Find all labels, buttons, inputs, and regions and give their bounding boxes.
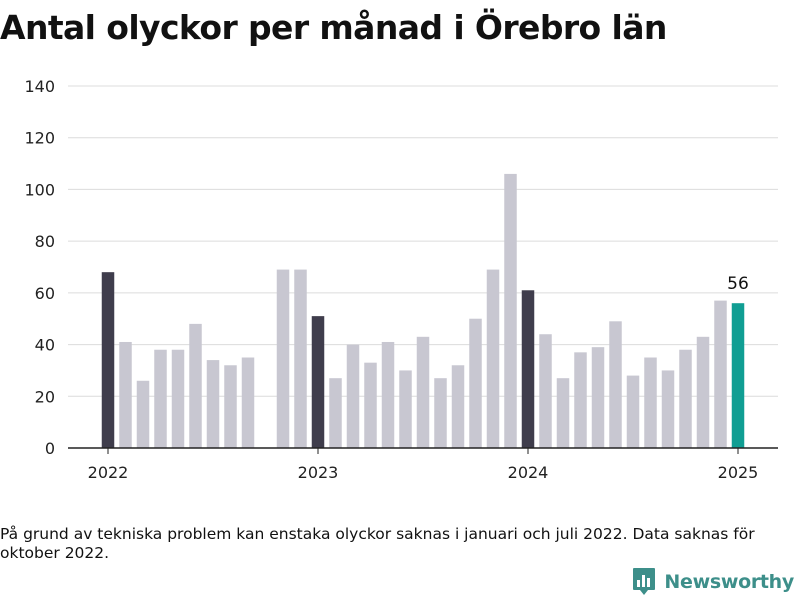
latest-value-label: 56 xyxy=(727,274,749,294)
bar-2024-11 xyxy=(696,336,710,448)
y-tick-label: 40 xyxy=(35,336,55,355)
bar-2023-03 xyxy=(346,344,360,448)
x-tick-label: 2025 xyxy=(718,463,759,482)
bar-chart: 0 20 40 60 80 100 120 140 2022 2023 2024 2025 56 xyxy=(24,77,778,482)
bar-2023-05 xyxy=(381,341,395,448)
x-tick-label: 2024 xyxy=(508,463,549,482)
bar-2024-07 xyxy=(626,375,640,448)
bar-2024-08 xyxy=(644,357,657,448)
data-labels: 56 xyxy=(727,274,749,294)
bar-2022-05 xyxy=(171,349,185,448)
chart-title: Antal olyckor per månad i Örebro län xyxy=(0,8,667,47)
bar-2024-02 xyxy=(539,334,552,448)
bar-2025-01 xyxy=(731,303,745,448)
x-tick-label: 2023 xyxy=(298,463,339,482)
bar-2022-11 xyxy=(276,269,290,448)
bar-2023-07 xyxy=(416,336,430,448)
bar-chart-logo-icon xyxy=(633,568,656,595)
bar-2023-08 xyxy=(434,378,447,448)
y-axis-tick-labels: 0 20 40 60 80 100 120 140 xyxy=(24,77,55,458)
bar-2023-06 xyxy=(399,370,412,448)
bar-2024-03 xyxy=(556,378,570,448)
y-tick-label: 20 xyxy=(35,387,55,406)
bar-2024-09 xyxy=(661,370,675,448)
bar-2023-09 xyxy=(451,365,465,448)
bar-2022-09 xyxy=(241,357,255,448)
brand-name: Newsworthy xyxy=(664,571,794,593)
bar-2023-10 xyxy=(469,318,482,448)
bar-2024-04 xyxy=(574,352,587,448)
bar-2022-01 xyxy=(101,272,115,448)
bar-2023-01 xyxy=(311,316,325,448)
newsworthy-logo: Newsworthy xyxy=(632,567,794,597)
bar-2023-12 xyxy=(504,173,517,448)
bar-2024-10 xyxy=(679,349,692,448)
bar-2022-04 xyxy=(154,349,167,448)
bars xyxy=(101,173,745,448)
y-tick-label: 120 xyxy=(24,129,55,148)
footnote: På grund av tekniska problem kan enstaka… xyxy=(0,525,755,562)
bar-2022-06 xyxy=(189,323,202,448)
bar-2022-08 xyxy=(224,365,237,448)
bar-2024-06 xyxy=(609,321,622,448)
bar-2022-07 xyxy=(206,360,220,448)
bar-2024-12 xyxy=(714,300,727,448)
bar-2022-12 xyxy=(294,269,307,448)
bar-2023-11 xyxy=(486,269,500,448)
bar-2022-03 xyxy=(136,380,150,448)
x-tick-label: 2022 xyxy=(88,463,129,482)
x-axis-tick-labels: 2022 2023 2024 2025 xyxy=(88,448,759,482)
bar-2023-02 xyxy=(329,378,342,448)
y-tick-label: 100 xyxy=(24,180,55,199)
y-tick-label: 80 xyxy=(35,232,55,251)
y-tick-label: 0 xyxy=(45,439,55,458)
bar-2024-05 xyxy=(591,347,605,448)
bar-2024-01 xyxy=(521,290,535,448)
y-tick-label: 140 xyxy=(24,77,55,96)
bar-2022-02 xyxy=(119,341,132,448)
bar-2023-04 xyxy=(364,362,377,448)
y-tick-label: 60 xyxy=(35,284,55,303)
